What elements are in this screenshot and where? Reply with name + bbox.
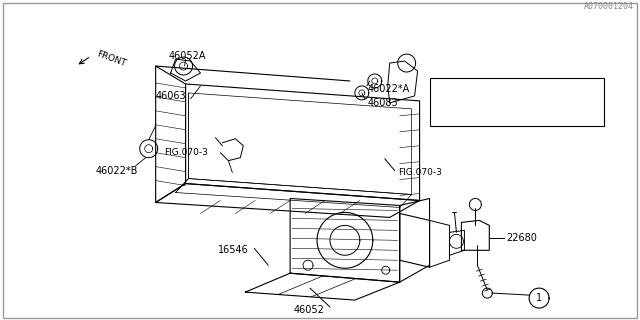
Text: 46022*B: 46022*B xyxy=(96,166,138,176)
Text: 22680: 22680 xyxy=(506,233,537,243)
Text: FIG.070-3: FIG.070-3 xyxy=(397,168,442,177)
Text: 46022*A: 46022*A xyxy=(368,84,410,94)
Bar xyxy=(429,78,604,126)
Text: FRONT: FRONT xyxy=(96,50,127,68)
Text: 46052: 46052 xyxy=(293,305,324,315)
Text: 46063: 46063 xyxy=(156,91,186,101)
Text: FIG.070-3: FIG.070-3 xyxy=(164,148,207,157)
Text: A070001204: A070001204 xyxy=(584,2,634,11)
Text: 1: 1 xyxy=(438,108,443,117)
Text: 1: 1 xyxy=(536,293,542,303)
Text: 0435S  (-’06MY0512): 0435S (-’06MY0512) xyxy=(451,108,554,117)
Text: 16546: 16546 xyxy=(218,245,249,255)
Text: 46083: 46083 xyxy=(368,98,399,108)
Text: 46052A: 46052A xyxy=(168,51,206,61)
Text: 0510056(’06MY0601-): 0510056(’06MY0601-) xyxy=(438,88,540,97)
